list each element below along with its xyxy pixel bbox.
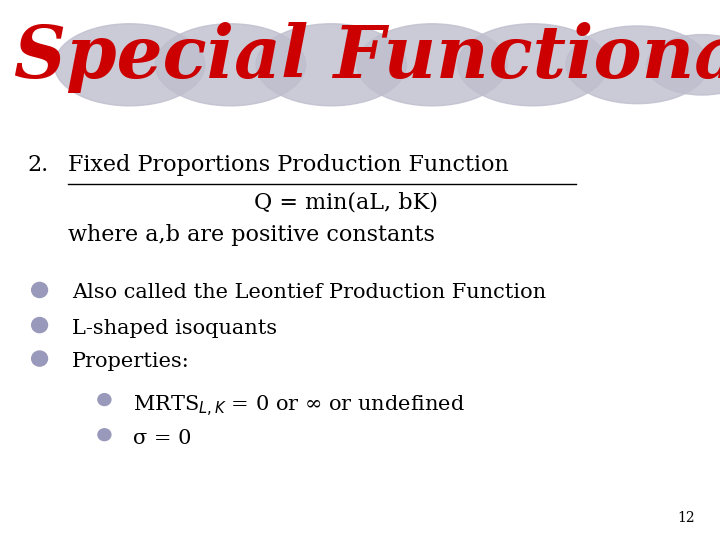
- Text: MRTS$_{L,K}$ = 0 or ∞ or undefined: MRTS$_{L,K}$ = 0 or ∞ or undefined: [133, 394, 465, 420]
- Text: Q = min(aL, bK): Q = min(aL, bK): [253, 192, 438, 214]
- Ellipse shape: [647, 35, 720, 95]
- Ellipse shape: [566, 26, 708, 104]
- Ellipse shape: [32, 351, 48, 366]
- Text: Special Functional Forms: Special Functional Forms: [14, 22, 720, 92]
- Ellipse shape: [357, 24, 507, 106]
- Text: σ = 0: σ = 0: [133, 429, 192, 448]
- Ellipse shape: [156, 24, 305, 106]
- Text: Fixed Proportions Production Function: Fixed Proportions Production Function: [68, 154, 509, 176]
- Text: where a,b are positive constants: where a,b are positive constants: [68, 224, 436, 246]
- Ellipse shape: [256, 24, 406, 106]
- Text: Properties:: Properties:: [72, 352, 190, 371]
- Ellipse shape: [98, 429, 111, 441]
- Ellipse shape: [54, 24, 205, 106]
- Text: L-shaped isoquants: L-shaped isoquants: [72, 319, 277, 338]
- Ellipse shape: [98, 394, 111, 406]
- Text: 2.: 2.: [27, 154, 49, 176]
- Ellipse shape: [458, 24, 608, 106]
- Ellipse shape: [32, 282, 48, 298]
- Text: Also called the Leontief Production Function: Also called the Leontief Production Func…: [72, 284, 546, 302]
- Text: 12: 12: [678, 511, 695, 525]
- Ellipse shape: [32, 318, 48, 333]
